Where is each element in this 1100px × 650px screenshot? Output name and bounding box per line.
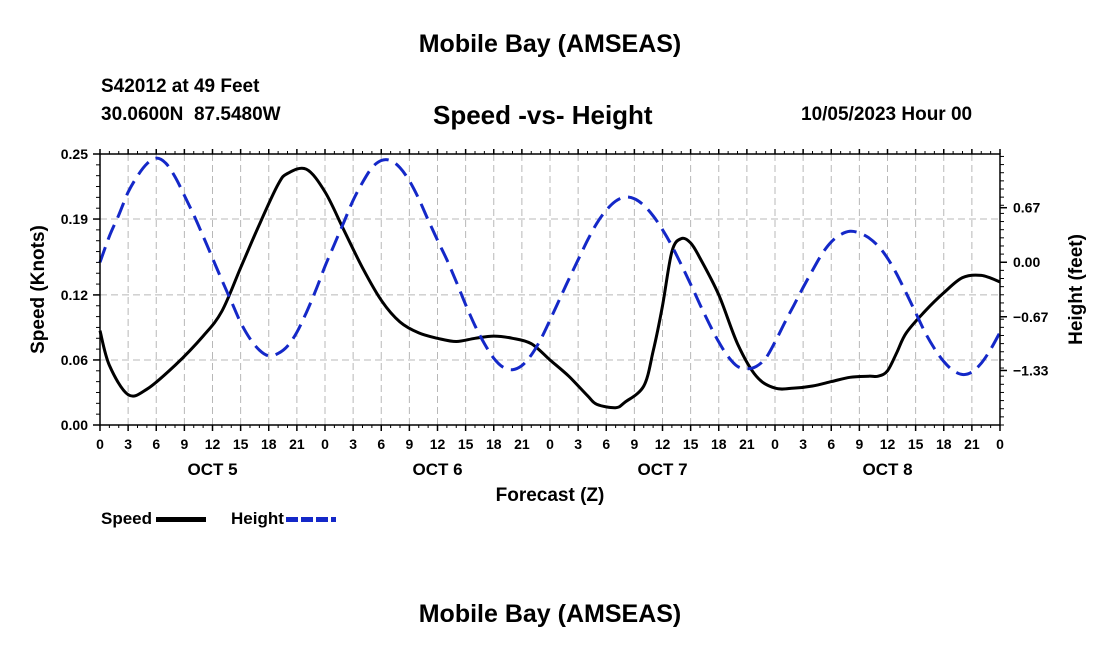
x-tick-label: 6 bbox=[602, 436, 610, 452]
station-label: S42012 at 49 Feet bbox=[101, 76, 260, 97]
x-tick-label: 6 bbox=[827, 436, 835, 452]
y-right-tick-label: −1.33 bbox=[1013, 362, 1049, 378]
legend-height-swatch bbox=[285, 517, 336, 523]
x-tick-label: 12 bbox=[880, 436, 896, 452]
page-title-bottom: Mobile Bay (AMSEAS) bbox=[418, 600, 682, 628]
x-tick-label: 0 bbox=[321, 436, 329, 452]
x-tick-label: 12 bbox=[430, 436, 446, 452]
x-tick-label: 21 bbox=[514, 436, 530, 452]
series-lines bbox=[98, 156, 1002, 410]
series-line-speed bbox=[98, 166, 1001, 410]
legend-speed: Speed bbox=[101, 509, 207, 529]
y-left-axis-title: Speed (Knots) bbox=[28, 225, 49, 354]
x-tick-label: 3 bbox=[349, 436, 357, 452]
y-right-tick-label: −0.67 bbox=[1013, 309, 1049, 325]
legend-height: Height bbox=[231, 509, 336, 529]
x-tick-label: 18 bbox=[711, 436, 727, 452]
x-tick-label: 12 bbox=[655, 436, 671, 452]
x-tick-label: 15 bbox=[908, 436, 924, 452]
x-tick-label: 18 bbox=[936, 436, 952, 452]
x-tick-label: 12 bbox=[205, 436, 221, 452]
y-left-tick-label: 0.06 bbox=[61, 352, 88, 368]
x-tick-label: 21 bbox=[964, 436, 980, 452]
x-tick-label: 0 bbox=[96, 436, 104, 452]
axis-ticks bbox=[93, 149, 1007, 431]
x-tick-label: 15 bbox=[233, 436, 249, 452]
day-label: OCT 6 bbox=[412, 460, 462, 479]
x-tick-label: 3 bbox=[799, 436, 807, 452]
coordinates-label: 30.0600N 87.5480W bbox=[101, 104, 281, 125]
legend-speed-swatch bbox=[156, 517, 207, 523]
y-right-tick-label: 0.67 bbox=[1013, 200, 1040, 216]
x-tick-label: 18 bbox=[261, 436, 277, 452]
x-tick-label: 21 bbox=[739, 436, 755, 452]
page-title-top: Mobile Bay (AMSEAS) bbox=[418, 30, 682, 58]
y-left-tick-label: 0.19 bbox=[61, 211, 88, 227]
x-tick-label: 6 bbox=[152, 436, 160, 452]
x-axis-title: Forecast (Z) bbox=[496, 485, 605, 506]
x-tick-label: 9 bbox=[855, 436, 863, 452]
series-line-height bbox=[98, 156, 1002, 377]
y-left-tick-label: 0.25 bbox=[61, 146, 88, 162]
x-tick-label: 9 bbox=[630, 436, 638, 452]
x-tick-label: 6 bbox=[377, 436, 385, 452]
day-label: OCT 7 bbox=[637, 460, 687, 479]
legend-height-label: Height bbox=[231, 509, 284, 528]
y-left-tick-label: 0.00 bbox=[61, 417, 88, 433]
y-left-tick-label: 0.12 bbox=[61, 287, 88, 303]
x-tick-label: 18 bbox=[486, 436, 502, 452]
x-tick-label: 3 bbox=[124, 436, 132, 452]
x-tick-label: 15 bbox=[458, 436, 474, 452]
x-tick-label: 9 bbox=[180, 436, 188, 452]
x-tick-label: 0 bbox=[771, 436, 779, 452]
axis-labels: 0 3 6 9 12 15 18 21 0 3 6 9 12 15 18 21 0 3 6 9 12 15 18 21 0 3 6 9… bbox=[28, 146, 1087, 506]
y-right-axis-title: Height (feet) bbox=[1066, 234, 1087, 345]
x-tick-label: 21 bbox=[289, 436, 305, 452]
x-tick-label: 9 bbox=[405, 436, 413, 452]
chart-title: Speed -vs- Height bbox=[433, 100, 653, 130]
day-label: OCT 8 bbox=[862, 460, 912, 479]
legend-speed-label: Speed bbox=[101, 509, 153, 528]
y-right-tick-label: 0.00 bbox=[1013, 254, 1040, 270]
grid-lines bbox=[100, 154, 1000, 425]
day-label: OCT 5 bbox=[187, 460, 237, 479]
x-tick-label: 0 bbox=[996, 436, 1004, 452]
x-tick-label: 15 bbox=[683, 436, 699, 452]
x-tick-label: 0 bbox=[546, 436, 554, 452]
forecast-datetime: 10/05/2023 Hour 00 bbox=[801, 104, 973, 125]
x-tick-label: 3 bbox=[574, 436, 582, 452]
